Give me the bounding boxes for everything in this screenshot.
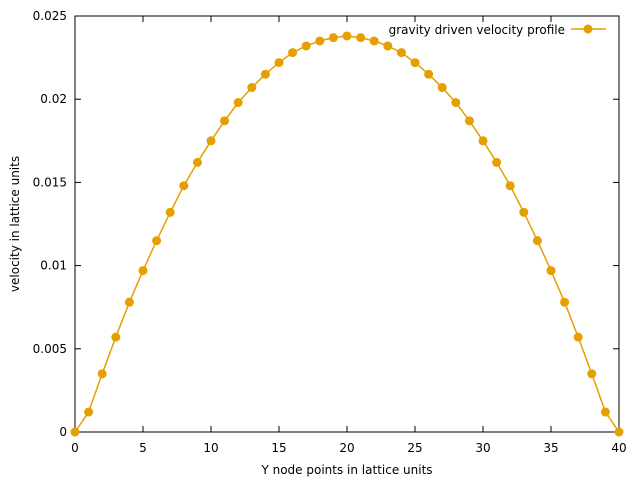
data-point [560, 297, 570, 307]
data-point [138, 266, 148, 276]
data-point [288, 48, 298, 58]
data-point [410, 58, 420, 68]
legend-marker [583, 24, 593, 34]
data-point [260, 69, 270, 79]
x-tick-label: 10 [203, 441, 218, 455]
data-point [478, 136, 488, 146]
data-point [70, 427, 80, 437]
data-point [546, 266, 556, 276]
x-tick-label: 25 [407, 441, 422, 455]
data-point [179, 181, 189, 191]
data-point [247, 83, 257, 93]
data-point [383, 41, 393, 51]
data-point [206, 136, 216, 146]
x-tick-label: 15 [271, 441, 286, 455]
data-point [573, 332, 583, 342]
data-point [315, 36, 325, 46]
data-point [165, 207, 175, 217]
data-point [192, 157, 202, 167]
y-tick-label: 0.025 [33, 9, 67, 23]
series-line [74, 35, 620, 433]
y-axis-title: velocity in lattice units [8, 156, 22, 292]
x-tick-label: 5 [139, 441, 147, 455]
data-point [369, 36, 379, 46]
y-tick-label: 0 [59, 425, 67, 439]
data-point [505, 181, 515, 191]
data-point [614, 427, 624, 437]
y-tick-label: 0.02 [40, 92, 67, 106]
data-point [233, 98, 243, 108]
data-point [111, 332, 121, 342]
data-point [274, 58, 284, 68]
legend: gravity driven velocity profile [389, 23, 606, 37]
tick-labels: 0 5 10 15 20 25 30 35 40 0 0.005 0.01 0.015 0.02 0.025 [33, 9, 627, 455]
x-tick-label: 40 [611, 441, 626, 455]
data-point [600, 407, 610, 417]
legend-label: gravity driven velocity profile [389, 23, 565, 37]
data-point [152, 236, 162, 246]
x-tick-label: 30 [475, 441, 490, 455]
data-point [464, 116, 474, 126]
y-tick-label: 0.015 [33, 175, 67, 189]
x-tick-label: 35 [543, 441, 558, 455]
data-point [492, 157, 502, 167]
plot-frame [74, 15, 620, 433]
data-point [328, 33, 338, 43]
data-point [220, 116, 230, 126]
series-layer [70, 31, 624, 437]
x-tick-label: 20 [339, 441, 354, 455]
data-point [301, 41, 311, 51]
data-point [451, 98, 461, 108]
data-point [84, 407, 94, 417]
y-tick-label: 0.005 [33, 342, 67, 356]
data-point [424, 69, 434, 79]
data-point [437, 83, 447, 93]
data-point [124, 297, 134, 307]
axis-ticks [74, 15, 620, 433]
data-point [587, 369, 597, 379]
data-point [97, 369, 107, 379]
data-point [519, 207, 529, 217]
data-point [532, 236, 542, 246]
x-axis-title: Y node points in lattice units [260, 463, 432, 477]
y-tick-label: 0.01 [40, 259, 67, 273]
data-point [356, 33, 366, 43]
data-point [396, 48, 406, 58]
x-tick-label: 0 [71, 441, 79, 455]
data-point [342, 31, 352, 41]
